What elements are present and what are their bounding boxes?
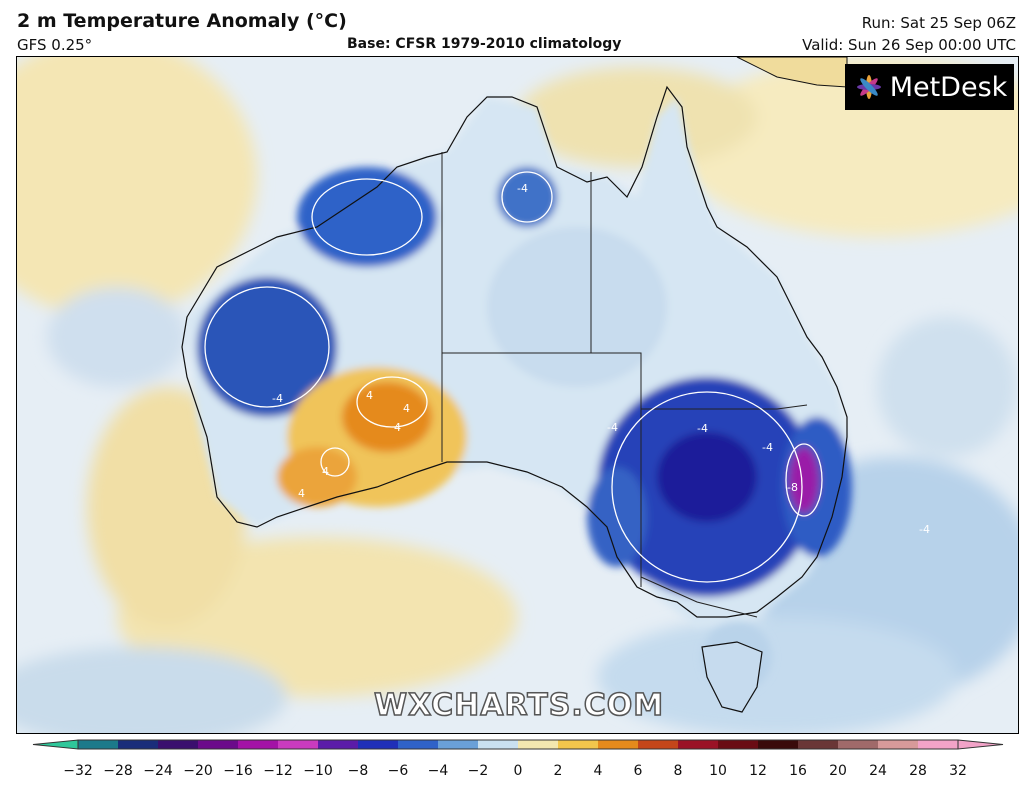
colorbar-tick-label: 8: [674, 763, 683, 779]
contour-label: -4: [697, 422, 708, 435]
contour-label: 4: [322, 465, 329, 478]
contour-line: [204, 286, 330, 408]
colorbar-tick-label: 6: [634, 763, 643, 779]
contour-line: [356, 376, 428, 428]
colorbar-tick-label: 20: [829, 763, 847, 779]
contour-label: -4: [919, 523, 930, 536]
colorbar-cell: [558, 740, 599, 749]
colorbar-tick-label: −4: [428, 763, 449, 779]
contour-label: 4: [403, 402, 410, 415]
colorbar-cell: [158, 740, 199, 749]
metdesk-logo-icon: [856, 75, 881, 99]
colorbar-arrow-right: [957, 739, 1004, 750]
colorbar-tick-label: 10: [709, 763, 727, 779]
colorbar-tick-label: −28: [103, 763, 133, 779]
colorbar-cell: [638, 740, 679, 749]
colorbar-cell: [118, 740, 159, 749]
state-border: [641, 404, 808, 410]
run-label: Run: Sat 25 Sep 06Z: [861, 14, 1016, 32]
colorbar-tick-label: −6: [388, 763, 409, 779]
colorbar-cell: [878, 740, 919, 749]
contour-label: -4: [517, 182, 528, 195]
contour-label: -4: [762, 441, 773, 454]
colorbar-cell: [398, 740, 439, 749]
contour-label: 4: [298, 487, 305, 500]
colorbar-tick-label: −24: [143, 763, 173, 779]
colorbar-tick-label: 12: [749, 763, 767, 779]
metdesk-logo: MetDesk: [845, 64, 1014, 110]
contour-label: 4: [366, 389, 373, 402]
colorbar-cell: [478, 740, 519, 749]
colorbar-tick-label: 24: [869, 763, 887, 779]
colorbar-cell: [438, 740, 479, 749]
colorbar-tick-label: 4: [594, 763, 603, 779]
colorbar-tick-label: −2: [468, 763, 489, 779]
state-border: [591, 352, 642, 587]
map-panel: -4 -4 -4 -4 -4 -4 -8 4 4 4 4 4: [16, 56, 1019, 734]
colorbar-tick-label: 2: [554, 763, 563, 779]
base-label: Base: CFSR 1979-2010 climatology: [347, 36, 622, 52]
colorbar-tick-label: −10: [303, 763, 333, 779]
colorbar-cell: [598, 740, 639, 749]
colorbar-border: [77, 739, 959, 750]
colorbar-tick-label: −8: [348, 763, 369, 779]
colorbar-cell: [678, 740, 719, 749]
model-label: GFS 0.25°: [17, 36, 93, 54]
tasmania: [701, 641, 763, 713]
metdesk-logo-text: MetDesk: [889, 71, 1008, 103]
colorbar-cell: [78, 740, 119, 749]
anomaly-map: -4 -4 -4 -4 -4 -4 -8 4 4 4 4 4: [17, 57, 1018, 733]
colorbar-cell: [718, 740, 759, 749]
new-guinea-coast: [736, 57, 848, 88]
colorbar: −32 −28 −24 −20 −16 −12 −10 −8 −6 −4 −2 0 2 4 6 8 10 12 16…: [32, 739, 1004, 779]
colorbar-tick-label: 32: [949, 763, 967, 779]
contour-line: [320, 447, 350, 477]
chart-title: 2 m Temperature Anomaly (°C): [17, 10, 347, 32]
contour-line: [501, 171, 553, 223]
contour-label: -4: [607, 421, 618, 434]
colorbar-cell: [518, 740, 559, 749]
valid-label: Valid: Sun 26 Sep 00:00 UTC: [802, 36, 1016, 54]
colorbar-cell: [318, 740, 359, 749]
colorbar-tick-label: −16: [223, 763, 253, 779]
colorbar-cell: [758, 740, 799, 749]
colorbar-cell: [838, 740, 879, 749]
colorbar-cell: [358, 740, 399, 749]
colorbar-arrow-left: [32, 739, 79, 750]
contour-line: [785, 443, 823, 517]
colorbar-cell: [918, 740, 959, 749]
watermark: WXCHARTS.COM: [373, 687, 665, 724]
colorbar-cell: [798, 740, 839, 749]
coastline: [181, 85, 848, 618]
contour-label: -8: [787, 481, 798, 494]
colorbar-tick-label: 28: [909, 763, 927, 779]
colorbar-tick-label: −32: [63, 763, 93, 779]
contour-line: [311, 178, 423, 256]
colorbar-cell: [278, 740, 319, 749]
contour-label: -4: [272, 392, 283, 405]
colorbar-cell: [198, 740, 239, 749]
colorbar-tick-label: −12: [263, 763, 293, 779]
colorbar-tick-label: 16: [789, 763, 807, 779]
colorbar-cell: [238, 740, 279, 749]
colorbar-tick-label: 0: [514, 763, 523, 779]
state-border: [640, 576, 758, 618]
colorbar-tick-label: −20: [183, 763, 213, 779]
contour-label: 4: [394, 421, 401, 434]
contour-line: [611, 391, 803, 583]
